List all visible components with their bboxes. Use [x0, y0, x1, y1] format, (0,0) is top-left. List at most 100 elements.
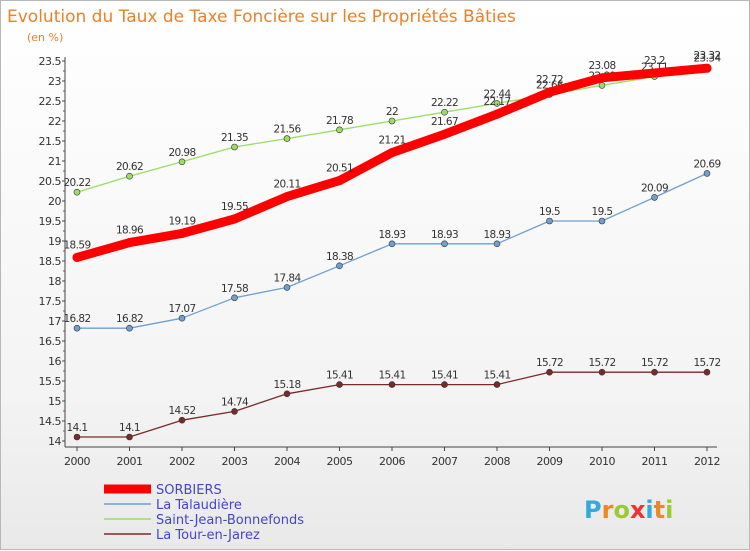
data-label: 15.41: [326, 370, 353, 382]
data-point: [73, 433, 81, 441]
data-point: [546, 217, 553, 225]
data-label: 22.22: [431, 97, 458, 109]
data-point: [336, 126, 343, 134]
data-label: 23.34: [693, 52, 721, 64]
data-point: [598, 217, 606, 225]
data-point: [493, 381, 501, 388]
y-tick-label: 19.5: [39, 215, 62, 228]
x-tick-label: 2005: [327, 455, 353, 468]
data-point: [72, 252, 82, 262]
data-point: [545, 87, 554, 97]
data-label: 18.93: [378, 229, 405, 241]
data-point: [388, 381, 396, 388]
legend-label: La Tour-en-Jarez: [156, 528, 260, 543]
legend-label: Saint-Jean-Bonnefonds: [156, 513, 304, 528]
data-label: 19.19: [168, 215, 195, 227]
data-label: 23.32: [693, 50, 720, 62]
data-label: 21.56: [273, 124, 301, 136]
data-label: 19.55: [221, 201, 248, 213]
data-point: [702, 63, 712, 73]
data-label: 20.22: [63, 177, 90, 189]
legend-item: La Talaudière: [104, 498, 242, 513]
data-point: [651, 194, 658, 201]
data-label: 14.52: [168, 405, 195, 417]
data-point: [387, 148, 397, 158]
x-tick-label: 2002: [169, 455, 195, 468]
data-point: [492, 109, 502, 119]
x-tick-label: 2012: [694, 455, 720, 468]
data-label: 16.82: [116, 313, 143, 325]
axes: 1414.51515.51616.51717.51818.51919.52020…: [39, 55, 721, 468]
x-tick-label: 2008: [484, 455, 510, 468]
data-label: 20.09: [641, 182, 668, 194]
y-tick-label: 19: [48, 235, 61, 248]
data-point: [388, 117, 396, 125]
data-label: 18.93: [431, 229, 458, 241]
data-point: [597, 73, 607, 83]
data-label: 15.41: [483, 370, 510, 382]
data-point: [598, 82, 606, 89]
data-label: 19.5: [592, 206, 613, 218]
data-label: 15.72: [536, 357, 563, 369]
y-tick-label: 21.5: [39, 135, 62, 148]
data-point: [703, 368, 711, 376]
data-label: 16.82: [63, 313, 90, 325]
data-point: [231, 294, 238, 302]
data-label: 19.5: [539, 206, 560, 218]
x-tick-label: 2011: [642, 455, 668, 468]
y-tick-label: 15: [48, 395, 61, 408]
data-point: [125, 238, 134, 248]
data-point: [282, 192, 292, 202]
y-tick-label: 18: [48, 275, 61, 288]
x-tick-label: 2003: [222, 455, 248, 468]
data-point: [336, 381, 343, 388]
data-point: [493, 240, 501, 248]
data-label: 15.18: [273, 379, 300, 391]
unit-label: (en %): [27, 31, 63, 44]
series-sorbiers: 18.59 18.96 19.19 19.55 20.11 20.51 21.21 21.67…: [63, 50, 721, 262]
y-tick-label: 16.5: [39, 335, 62, 348]
y-tick-label: 23: [48, 75, 61, 88]
data-point: [335, 176, 344, 186]
series-la-talaudi-re: 16.82 16.82 17.07 17.58 17.84 18.38 18.93 18.93…: [63, 158, 721, 332]
data-point: [441, 381, 448, 388]
y-tick-label: 16: [48, 355, 61, 368]
legend-item: Saint-Jean-Bonnefonds: [104, 513, 304, 528]
data-label: 22: [386, 106, 398, 118]
data-point: [283, 284, 291, 291]
data-point: [126, 324, 133, 332]
data-label: 15.72: [588, 357, 615, 369]
data-label: 17.84: [273, 272, 301, 284]
series-layer: 20.22 20.62 20.98 21.35 21.56 21.78 22 22.22 22.…: [63, 50, 722, 441]
data-label: 18.96: [116, 225, 144, 237]
data-point: [493, 100, 501, 107]
x-tick-label: 2007: [432, 455, 458, 468]
y-tick-label: 22.5: [39, 95, 62, 108]
legend-item: SORBIERS: [104, 483, 222, 498]
y-tick-label: 18.5: [39, 255, 62, 268]
data-label: 20.62: [116, 161, 143, 173]
series-saint-jean-bonnefonds: 20.22 20.62 20.98 21.35 21.56 21.78 22 22.22 22.…: [63, 52, 722, 196]
data-label: 21.78: [326, 115, 353, 127]
data-label: 21.35: [221, 132, 248, 144]
data-label: 15.72: [693, 357, 720, 369]
data-point: [650, 68, 659, 78]
legend-item: La Tour-en-Jarez: [104, 528, 260, 543]
data-label: 14.74: [221, 396, 249, 408]
data-label: 17.07: [168, 303, 195, 315]
y-tick-label: 14: [48, 435, 61, 448]
data-point: [388, 240, 396, 248]
data-label: 21.21: [378, 135, 405, 147]
data-label: 20.11: [273, 179, 300, 191]
data-label: 20.69: [693, 158, 720, 170]
x-tick-label: 2006: [379, 455, 405, 468]
legend-label: La Talaudière: [156, 498, 242, 513]
data-point: [598, 368, 606, 376]
data-label: 17.58: [221, 283, 248, 295]
y-tick-label: 22: [48, 115, 61, 128]
data-point: [546, 368, 553, 376]
y-tick-label: 20: [48, 195, 61, 208]
data-point: [178, 158, 186, 166]
